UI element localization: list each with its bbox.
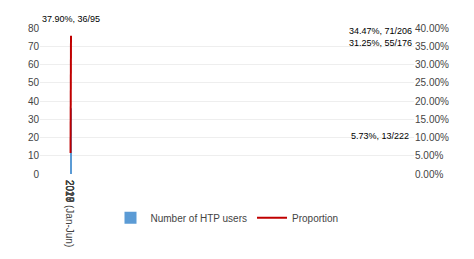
svg-text:10.00%: 10.00% — [415, 132, 449, 143]
svg-text:20.00%: 20.00% — [415, 96, 449, 107]
svg-text:2019: 2019 — [64, 180, 75, 203]
svg-text:34.47%, 71/206: 34.47%, 71/206 — [349, 26, 412, 36]
svg-text:35.00%: 35.00% — [415, 41, 449, 52]
svg-text:5.73%, 13/222: 5.73%, 13/222 — [351, 131, 409, 141]
svg-text:70: 70 — [28, 41, 40, 52]
svg-text:0.00%: 0.00% — [415, 169, 443, 180]
svg-text:2017: 2017 — [64, 180, 75, 203]
svg-text:0: 0 — [33, 169, 39, 180]
svg-text:25.00%: 25.00% — [415, 77, 449, 88]
svg-text:2020 (Jan-Jun): 2020 (Jan-Jun) — [64, 180, 75, 247]
svg-text:37.90%, 36/95: 37.90%, 36/95 — [42, 14, 100, 24]
svg-text:5.00%: 5.00% — [415, 150, 443, 161]
svg-text:60: 60 — [28, 59, 40, 70]
svg-text:15.00%: 15.00% — [415, 114, 449, 125]
svg-text:31.25%, 55/176: 31.25%, 55/176 — [349, 38, 412, 48]
svg-text:Number of HTP users: Number of HTP users — [151, 213, 248, 224]
svg-text:2018: 2018 — [64, 180, 75, 203]
svg-text:Proportion: Proportion — [292, 213, 338, 224]
svg-text:20: 20 — [28, 132, 40, 143]
svg-text:40: 40 — [28, 96, 40, 107]
svg-text:30.00%: 30.00% — [415, 59, 449, 70]
svg-text:40.00%: 40.00% — [415, 23, 449, 34]
svg-text:80: 80 — [28, 23, 40, 34]
svg-text:50: 50 — [28, 77, 40, 88]
svg-text:10: 10 — [28, 150, 40, 161]
svg-text:30: 30 — [28, 114, 40, 125]
